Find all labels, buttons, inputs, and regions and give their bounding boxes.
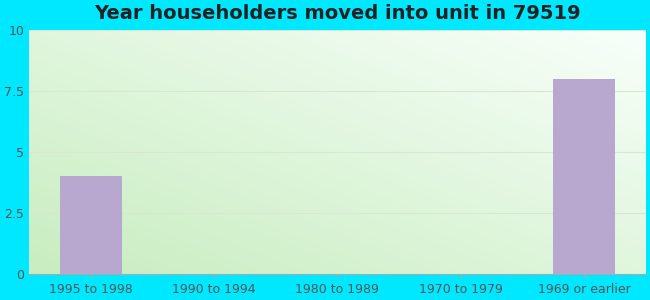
Title: Year householders moved into unit in 79519: Year householders moved into unit in 795… [94, 4, 580, 23]
Bar [60, 176, 122, 274]
Bar [553, 79, 615, 274]
